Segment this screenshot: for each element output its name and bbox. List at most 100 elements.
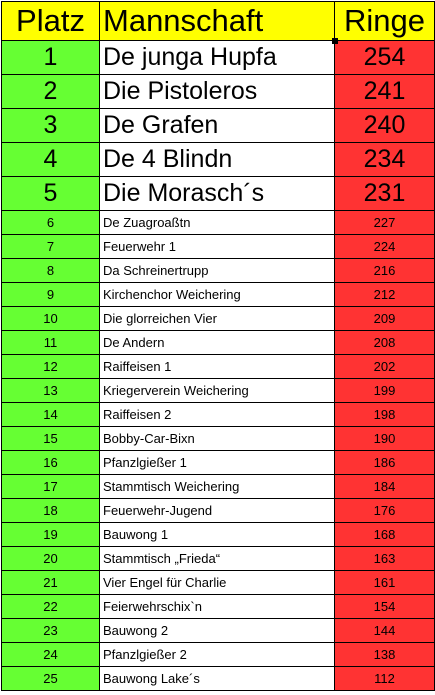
team-cell[interactable]: Raiffeisen 2 xyxy=(99,402,335,427)
rings-cell[interactable]: 112 xyxy=(334,666,435,691)
place-cell[interactable]: 9 xyxy=(1,282,100,307)
place-cell[interactable]: 23 xyxy=(1,618,100,643)
team-cell[interactable]: De junga Hupfa xyxy=(99,40,335,75)
table-row: 8 Da Schreinertrupp 216 xyxy=(1,258,435,283)
rings-cell[interactable]: 234 xyxy=(334,142,435,177)
place-cell[interactable]: 12 xyxy=(1,354,100,379)
rings-cell[interactable]: 186 xyxy=(334,450,435,475)
header-rings-cell[interactable]: Ringe xyxy=(334,1,435,41)
rings-cell[interactable]: 154 xyxy=(334,594,435,619)
rings-cell[interactable]: 231 xyxy=(334,176,435,211)
rings-cell[interactable]: 184 xyxy=(334,474,435,499)
table-row: 3 De Grafen 240 xyxy=(1,108,435,143)
place-cell[interactable]: 21 xyxy=(1,570,100,595)
rings-cell[interactable]: 199 xyxy=(334,378,435,403)
rings-cell[interactable]: 208 xyxy=(334,330,435,355)
table-row: 4 De 4 Blindn 234 xyxy=(1,142,435,177)
rings-cell[interactable]: 176 xyxy=(334,498,435,523)
place-cell[interactable]: 10 xyxy=(1,306,100,331)
team-cell[interactable]: Raiffeisen 1 xyxy=(99,354,335,379)
team-cell[interactable]: Die Pistoleros xyxy=(99,74,335,109)
rings-cell[interactable]: 212 xyxy=(334,282,435,307)
header-place-cell[interactable]: Platz xyxy=(1,1,100,41)
place-cell[interactable]: 25 xyxy=(1,666,100,691)
rings-cell[interactable]: 202 xyxy=(334,354,435,379)
rings-cell[interactable]: 190 xyxy=(334,426,435,451)
team-cell[interactable]: Bauwong 2 xyxy=(99,618,335,643)
rings-cell[interactable]: 168 xyxy=(334,522,435,547)
place-cell[interactable]: 3 xyxy=(1,108,100,143)
place-cell[interactable]: 19 xyxy=(1,522,100,547)
rings-cell[interactable]: 138 xyxy=(334,642,435,667)
place-cell[interactable]: 1 xyxy=(1,40,100,75)
place-cell[interactable]: 5 xyxy=(1,176,100,211)
rings-cell[interactable]: 216 xyxy=(334,258,435,283)
table-row: 22 Feierwehrschix`n 154 xyxy=(1,594,435,619)
place-cell[interactable]: 2 xyxy=(1,74,100,109)
place-cell[interactable]: 24 xyxy=(1,642,100,667)
table-row: 16 Pfanzlgießer 1 186 xyxy=(1,450,435,475)
team-cell[interactable]: Die Morasch´s xyxy=(99,176,335,211)
table-row: 13 Kriegerverein Weichering 199 xyxy=(1,378,435,403)
rings-cell[interactable]: 241 xyxy=(334,74,435,109)
rings-cell[interactable]: 227 xyxy=(334,210,435,235)
table-row: 19 Bauwong 1 168 xyxy=(1,522,435,547)
place-cell[interactable]: 13 xyxy=(1,378,100,403)
place-cell[interactable]: 6 xyxy=(1,210,100,235)
place-cell[interactable]: 16 xyxy=(1,450,100,475)
place-cell[interactable]: 7 xyxy=(1,234,100,259)
place-cell[interactable]: 22 xyxy=(1,594,100,619)
team-cell[interactable]: De 4 Blindn xyxy=(99,142,335,177)
table-row: 10 Die glorreichen Vier 209 xyxy=(1,306,435,331)
table-row: 25 Bauwong Lake´s 112 xyxy=(1,666,435,691)
table-row: 12 Raiffeisen 1 202 xyxy=(1,354,435,379)
team-cell[interactable]: Vier Engel für Charlie xyxy=(99,570,335,595)
place-cell[interactable]: 17 xyxy=(1,474,100,499)
table-row: 1 De junga Hupfa 254 xyxy=(1,40,435,75)
table-row: 6 De Zuagroaßtn 227 xyxy=(1,210,435,235)
team-cell[interactable]: Stammtisch „Frieda“ xyxy=(99,546,335,571)
place-cell[interactable]: 14 xyxy=(1,402,100,427)
team-cell[interactable]: Feuerwehr-Jugend xyxy=(99,498,335,523)
place-cell[interactable]: 8 xyxy=(1,258,100,283)
team-cell[interactable]: Pfanzlgießer 1 xyxy=(99,450,335,475)
team-cell[interactable]: Feierwehrschix`n xyxy=(99,594,335,619)
rings-cell[interactable]: 209 xyxy=(334,306,435,331)
table-row: 15 Bobby-Car-Bixn 190 xyxy=(1,426,435,451)
team-cell[interactable]: Kriegerverein Weichering xyxy=(99,378,335,403)
place-cell[interactable]: 11 xyxy=(1,330,100,355)
rings-cell[interactable]: 224 xyxy=(334,234,435,259)
team-cell[interactable]: Kirchenchor Weichering xyxy=(99,282,335,307)
team-cell[interactable]: Stammtisch Weichering xyxy=(99,474,335,499)
team-cell[interactable]: Pfanzlgießer 2 xyxy=(99,642,335,667)
rings-cell[interactable]: 144 xyxy=(334,618,435,643)
place-cell[interactable]: 18 xyxy=(1,498,100,523)
rings-cell[interactable]: 240 xyxy=(334,108,435,143)
header-team-cell[interactable]: Mannschaft xyxy=(99,1,335,41)
team-cell[interactable]: Die glorreichen Vier xyxy=(99,306,335,331)
team-cell[interactable]: De Grafen xyxy=(99,108,335,143)
table-row: 9 Kirchenchor Weichering 212 xyxy=(1,282,435,307)
team-cell[interactable]: Bauwong Lake´s xyxy=(99,666,335,691)
team-cell[interactable]: De Zuagroaßtn xyxy=(99,210,335,235)
team-cell[interactable]: Da Schreinertrupp xyxy=(99,258,335,283)
rings-cell[interactable]: 161 xyxy=(334,570,435,595)
rings-cell[interactable]: 198 xyxy=(334,402,435,427)
table-row: 18 Feuerwehr-Jugend 176 xyxy=(1,498,435,523)
rings-cell[interactable]: 163 xyxy=(334,546,435,571)
table-row: 21 Vier Engel für Charlie 161 xyxy=(1,570,435,595)
team-cell[interactable]: Feuerwehr 1 xyxy=(99,234,335,259)
selection-fill-handle[interactable] xyxy=(332,38,338,44)
table-row: 20 Stammtisch „Frieda“ 163 xyxy=(1,546,435,571)
place-cell[interactable]: 4 xyxy=(1,142,100,177)
team-cell[interactable]: Bobby-Car-Bixn xyxy=(99,426,335,451)
table-row: 5 Die Morasch´s 231 xyxy=(1,176,435,211)
place-cell[interactable]: 20 xyxy=(1,546,100,571)
table-row: 11 De Andern 208 xyxy=(1,330,435,355)
header-row: Platz Mannschaft Ringe xyxy=(1,1,435,41)
team-cell[interactable]: Bauwong 1 xyxy=(99,522,335,547)
rings-cell[interactable]: 254 xyxy=(334,40,435,75)
team-cell[interactable]: De Andern xyxy=(99,330,335,355)
place-cell[interactable]: 15 xyxy=(1,426,100,451)
